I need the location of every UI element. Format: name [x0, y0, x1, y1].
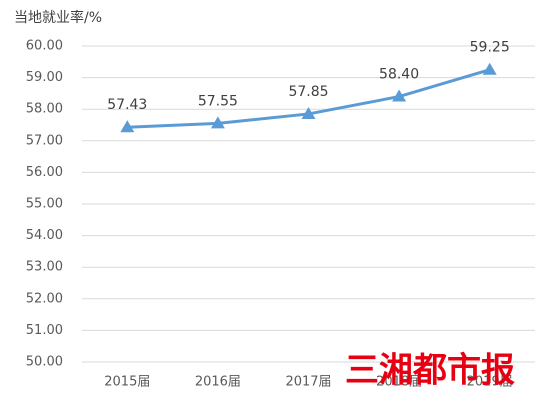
y-tick-label: 54.00 — [26, 228, 63, 243]
y-tick-label: 58.00 — [26, 102, 63, 117]
x-tick-label: 2018届 — [376, 375, 422, 390]
y-tick-label: 60.00 — [26, 39, 63, 54]
marker — [120, 120, 135, 133]
marker — [210, 116, 225, 129]
x-tick-label: 2017届 — [285, 375, 331, 390]
y-tick-label: 55.00 — [26, 197, 63, 212]
value-label: 57.43 — [107, 97, 147, 113]
marker — [392, 89, 407, 102]
value-label: 59.25 — [470, 40, 510, 56]
x-tick-label: 2015届 — [104, 375, 150, 390]
y-tick-label: 53.00 — [26, 260, 63, 275]
watermark: 三湘都市报 — [345, 351, 515, 391]
chart-title: 当地就业率/% — [14, 9, 102, 26]
marker — [482, 62, 497, 75]
y-tick-label: 59.00 — [26, 70, 63, 85]
value-label: 58.40 — [379, 67, 419, 83]
y-tick-label: 50.00 — [26, 355, 63, 370]
y-tick-label: 56.00 — [26, 165, 63, 180]
x-tick-label: 2019届 — [467, 375, 513, 390]
y-tick-label: 51.00 — [26, 323, 63, 338]
y-tick-label: 57.00 — [26, 133, 63, 148]
marker — [301, 106, 316, 119]
y-tick-label: 52.00 — [26, 291, 63, 306]
x-tick-label: 2016届 — [195, 375, 241, 390]
value-label: 57.85 — [288, 84, 328, 100]
value-label: 57.55 — [198, 93, 238, 109]
